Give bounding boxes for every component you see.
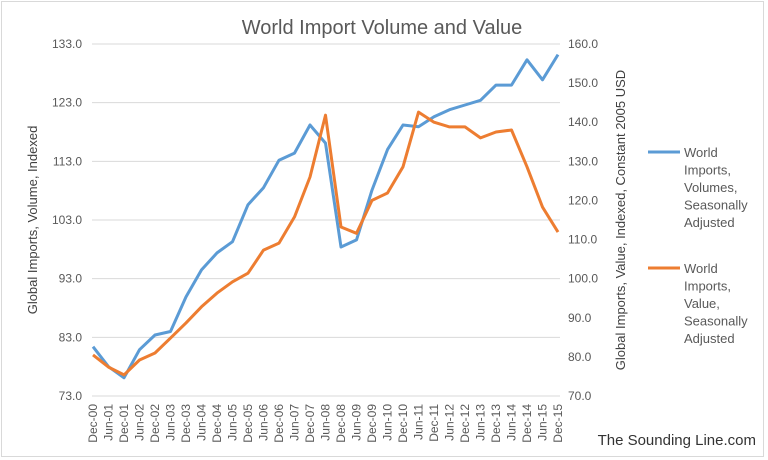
legend-item: World Imports, Value, Seasonally Adjusted: [648, 261, 748, 346]
y2-tick-label: 70.0: [568, 389, 592, 403]
y2-tick-label: 120.0: [568, 193, 598, 207]
legend-label: World: [684, 261, 718, 276]
x-tick-label: Dec-02: [148, 404, 162, 443]
y2-tick-label: 140.0: [568, 115, 598, 129]
y2-tick-label: 160.0: [568, 37, 598, 51]
legend-label: Value,: [684, 296, 720, 311]
x-tick-label: Dec-10: [396, 404, 410, 443]
x-tick-label: Dec-03: [179, 404, 193, 443]
y-tick-label: 83.0: [59, 330, 83, 344]
chart-title: World Import Volume and Value: [242, 17, 523, 39]
y-tick-label: 133.0: [52, 37, 82, 51]
y-axis-title: Global Imports, Volume, Indexed: [25, 126, 40, 315]
x-tick-label: Dec-06: [272, 404, 286, 443]
legend-label: Seasonally: [684, 314, 748, 329]
x-tick-label: Jun-13: [474, 404, 488, 441]
legend-item: World Imports, Volumes, Seasonally Adjusted: [648, 145, 748, 230]
x-tick-label: Jun-10: [381, 404, 395, 441]
legend-label: Imports,: [684, 279, 731, 294]
y-tick-label: 103.0: [52, 213, 82, 227]
x-tick-label: Dec-13: [489, 404, 503, 443]
y-tick-label: 93.0: [59, 272, 83, 286]
x-tick-label: Jun-11: [412, 404, 426, 440]
y-tick-label: 73.0: [59, 389, 83, 403]
x-tick-label: Dec-09: [365, 404, 379, 443]
x-tick-label: Jun-06: [257, 404, 271, 441]
x-tick-label: Jun-02: [133, 404, 147, 441]
x-tick-label: Dec-15: [551, 404, 565, 443]
series-line-volume: [91, 53, 560, 380]
x-tick-label: Dec-05: [241, 404, 255, 443]
y2-tick-label: 150.0: [568, 76, 598, 90]
y2-tick-label: 80.0: [568, 350, 592, 364]
y2-axis-title: Global Imports, Value, Indexed, Constant…: [613, 70, 628, 370]
x-tick-label: Dec-01: [117, 404, 131, 443]
series-line-value: [92, 110, 560, 377]
x-tick-label: Dec-04: [210, 404, 224, 443]
y2-tick-label: 110.0: [568, 233, 597, 247]
x-tick-label: Dec-14: [520, 404, 534, 443]
legend-label: World: [684, 145, 718, 160]
x-tick-label: Jun-08: [319, 404, 333, 441]
x-tick-label: Dec-08: [334, 404, 348, 443]
x-tick-label: Dec-11: [427, 404, 441, 442]
legend-label: Seasonally: [684, 198, 748, 213]
y-tick-label: 123.0: [52, 96, 82, 110]
legend-label: Imports,: [684, 163, 731, 178]
x-tick-label: Jun-01: [102, 404, 116, 441]
legend-label: Adjusted: [684, 215, 735, 230]
y2-tick-label: 100.0: [568, 272, 598, 286]
y2-tick-label: 130.0: [568, 154, 598, 168]
x-tick-label: Jun-15: [536, 404, 550, 441]
x-tick-label: Dec-12: [458, 404, 472, 443]
legend-label: Adjusted: [684, 331, 735, 346]
x-tick-label: Dec-07: [303, 404, 317, 443]
y2-tick-label: 90.0: [568, 311, 592, 325]
x-tick-label: Jun-03: [164, 404, 178, 441]
x-tick-label: Jun-12: [443, 404, 457, 441]
x-tick-label: Jun-09: [350, 404, 364, 441]
x-tick-label: Dec-00: [86, 404, 100, 443]
legend-label: Volumes,: [684, 180, 737, 195]
x-tick-label: Jun-07: [288, 404, 302, 441]
watermark: The Sounding Line.com: [598, 432, 756, 449]
y-tick-label: 113.0: [53, 154, 82, 168]
x-tick-label: Jun-04: [195, 404, 209, 441]
x-tick-label: Jun-14: [505, 404, 519, 441]
x-tick-label: Jun-05: [226, 404, 240, 441]
